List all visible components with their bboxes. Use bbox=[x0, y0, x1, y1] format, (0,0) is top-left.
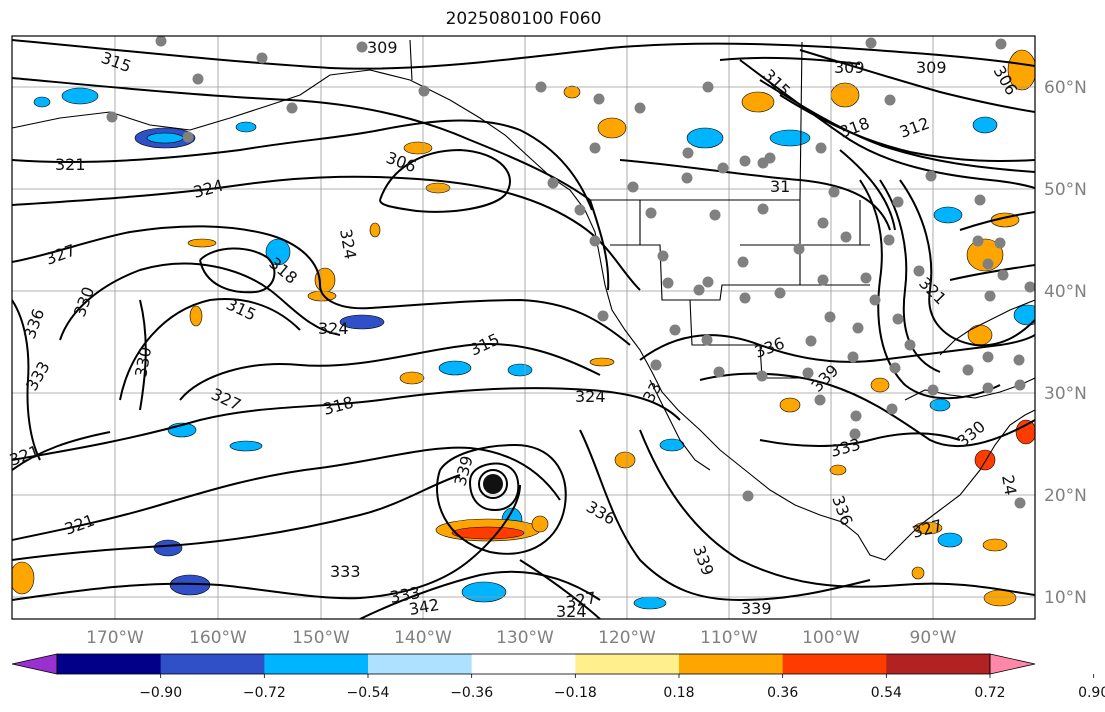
contour-label: 324 bbox=[556, 602, 587, 621]
lat-tick: 60°N bbox=[1044, 78, 1087, 98]
longitude-ticks: 170°W 160°W 150°W 140°W 130°W 120°W 110°… bbox=[86, 628, 957, 648]
lat-tick: 20°N bbox=[1044, 486, 1087, 506]
map-area bbox=[12, 36, 1035, 619]
contour-label: 309 bbox=[367, 38, 398, 57]
lat-tick: 30°N bbox=[1044, 384, 1087, 404]
map-frame bbox=[11, 35, 1036, 620]
lon-tick: 160°W bbox=[189, 628, 247, 648]
colorbar-segment bbox=[886, 654, 991, 674]
contour-label: 309 bbox=[834, 58, 865, 77]
colorbar-label: −0.90 bbox=[139, 685, 182, 701]
colorbar-label: −0.36 bbox=[450, 685, 493, 701]
lon-tick: 130°W bbox=[496, 628, 554, 648]
contour-label: 324 bbox=[318, 319, 349, 338]
lat-tick: 10°N bbox=[1044, 588, 1087, 608]
cyclone-center bbox=[478, 469, 508, 499]
contour-label: 324 bbox=[575, 387, 606, 406]
latitude-ticks: 60°N 50°N 40°N 30°N 20°N 10°N bbox=[1044, 78, 1087, 608]
colorbar-over-arrow bbox=[989, 653, 1036, 675]
colorbar-segment bbox=[575, 654, 680, 674]
lat-tick: 40°N bbox=[1044, 282, 1087, 302]
colorbar-segment bbox=[679, 654, 783, 674]
lon-tick: 90°W bbox=[910, 628, 957, 648]
colorbar: −0.90 −0.72 −0.54 −0.36 −0.18 0.18 0.36 0.54 0.7… bbox=[11, 653, 1105, 701]
lat-lon-grid bbox=[12, 36, 1035, 619]
colorbar-segment bbox=[471, 654, 576, 674]
contour-label: 333 bbox=[330, 562, 361, 581]
station-markers bbox=[106, 36, 1035, 509]
contour-label: 339 bbox=[741, 599, 772, 618]
colorbar-frame bbox=[56, 653, 991, 675]
colorbar-segment bbox=[782, 654, 887, 674]
colorbar-label: 0.36 bbox=[767, 685, 798, 701]
colorbar-segment bbox=[264, 654, 369, 674]
contour-label: 31 bbox=[770, 177, 790, 196]
colorbar-label: 0.18 bbox=[663, 685, 694, 701]
contour-label: 24 bbox=[998, 473, 1020, 496]
colorbar-segment bbox=[57, 654, 161, 674]
contour-lines bbox=[12, 39, 1035, 619]
colorbar-segment bbox=[368, 654, 472, 674]
map-title: 2025080100 F060 bbox=[445, 9, 602, 29]
lon-tick: 150°W bbox=[292, 628, 350, 648]
colorbar-under-arrow bbox=[11, 653, 58, 675]
contour-label: 309 bbox=[916, 58, 947, 77]
contour-label: 321 bbox=[55, 155, 86, 174]
lat-tick: 50°N bbox=[1044, 180, 1087, 200]
colorbar-label: 0.54 bbox=[871, 685, 902, 701]
lon-tick: 170°W bbox=[86, 628, 144, 648]
lon-tick: 100°W bbox=[802, 628, 860, 648]
colorbar-label: 0.90 bbox=[1078, 685, 1105, 701]
colorbar-label: −0.18 bbox=[554, 685, 597, 701]
lon-tick: 120°W bbox=[598, 628, 656, 648]
colorbar-label: −0.54 bbox=[347, 685, 390, 701]
lon-tick: 110°W bbox=[700, 628, 758, 648]
colorbar-label: 0.72 bbox=[974, 685, 1005, 701]
colorbar-label: −0.72 bbox=[243, 685, 286, 701]
lon-tick: 140°W bbox=[394, 628, 452, 648]
colorbar-segment bbox=[160, 654, 265, 674]
